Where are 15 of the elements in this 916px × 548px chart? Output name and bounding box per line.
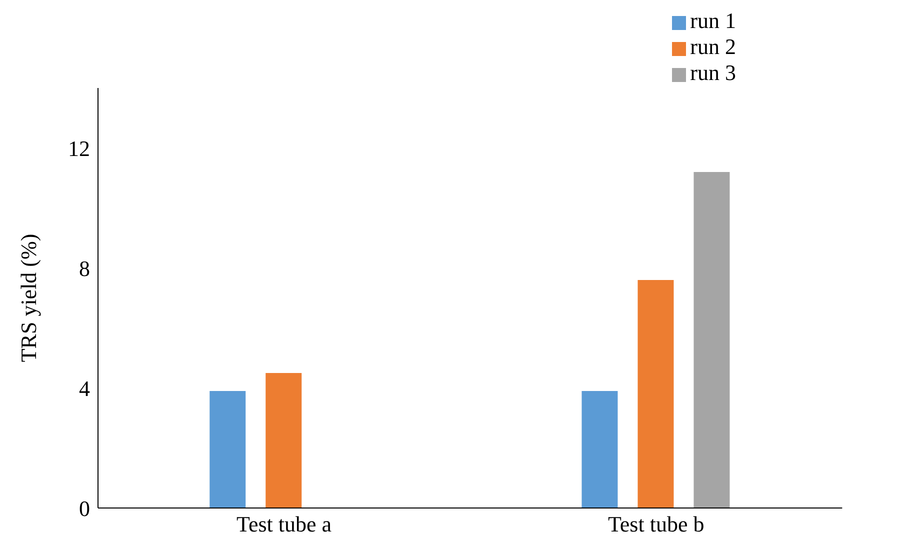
y-tick-label: 12 [68,136,90,161]
y-tick-label: 4 [79,376,90,401]
legend-label: run 3 [690,60,736,85]
legend-label: run 1 [690,8,736,33]
bar [266,373,302,508]
bar [638,280,674,508]
y-tick-label: 0 [79,496,90,521]
x-tick-label: Test tube b [608,512,704,537]
x-tick-label: Test tube a [236,512,332,537]
bar [582,391,618,508]
bar [210,391,246,508]
legend-label: run 2 [690,34,736,59]
y-tick-label: 8 [79,256,90,281]
y-axis-title: TRS yield (%) [16,234,41,362]
bar [694,172,730,508]
